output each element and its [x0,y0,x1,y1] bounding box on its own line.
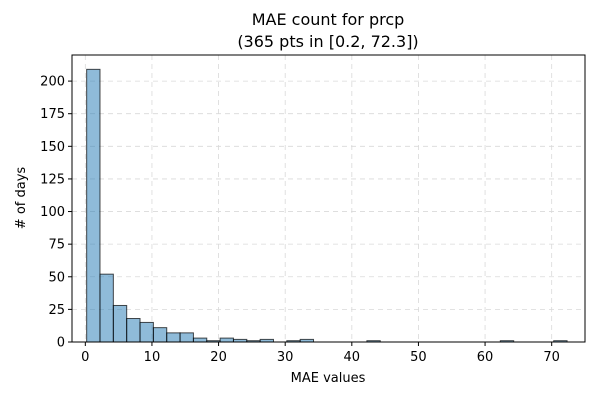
y-tick-label: 75 [48,238,65,253]
chart-subtitle: (365 pts in [0.2, 72.3]) [237,32,418,51]
bars [86,68,568,343]
x-tick-label: 50 [410,350,427,365]
y-axis-ticks: 0 25 50 75 100 125 150 175 200 [40,75,72,351]
histogram-bar [112,304,128,343]
histogram-bar [99,273,114,343]
y-tick-label: 50 [48,270,65,285]
histogram-bar [139,321,154,343]
chart-title: MAE count for prcp [252,10,405,29]
histogram-bar [152,327,168,343]
y-tick-label: 25 [48,303,65,318]
x-tick-label: 60 [477,350,494,365]
y-tick-label: 0 [57,336,65,351]
x-axis-label: MAE values [291,371,366,386]
histogram-bar [179,332,194,343]
y-tick-label: 100 [40,205,65,220]
x-tick-label: 0 [81,350,89,365]
histogram-bar [192,337,208,343]
histogram-bar [86,68,101,343]
histogram-bar [219,337,234,343]
histogram-bar [166,332,181,343]
x-axis-ticks: 0 10 20 30 40 50 60 70 [81,342,560,365]
x-tick-label: 30 [277,350,294,365]
y-tick-label: 150 [40,140,65,155]
y-axis-label: # of days [14,167,29,230]
y-tick-label: 200 [40,75,65,90]
y-tick-label: 175 [40,107,65,122]
x-tick-label: 40 [344,350,361,365]
x-tick-label: 70 [543,350,560,365]
grid-lines [72,55,585,343]
histogram-bar [126,318,141,343]
plot-frame [71,54,586,343]
x-tick-label: 20 [210,350,227,365]
y-tick-label: 125 [40,172,65,187]
x-tick-label: 10 [144,350,161,365]
